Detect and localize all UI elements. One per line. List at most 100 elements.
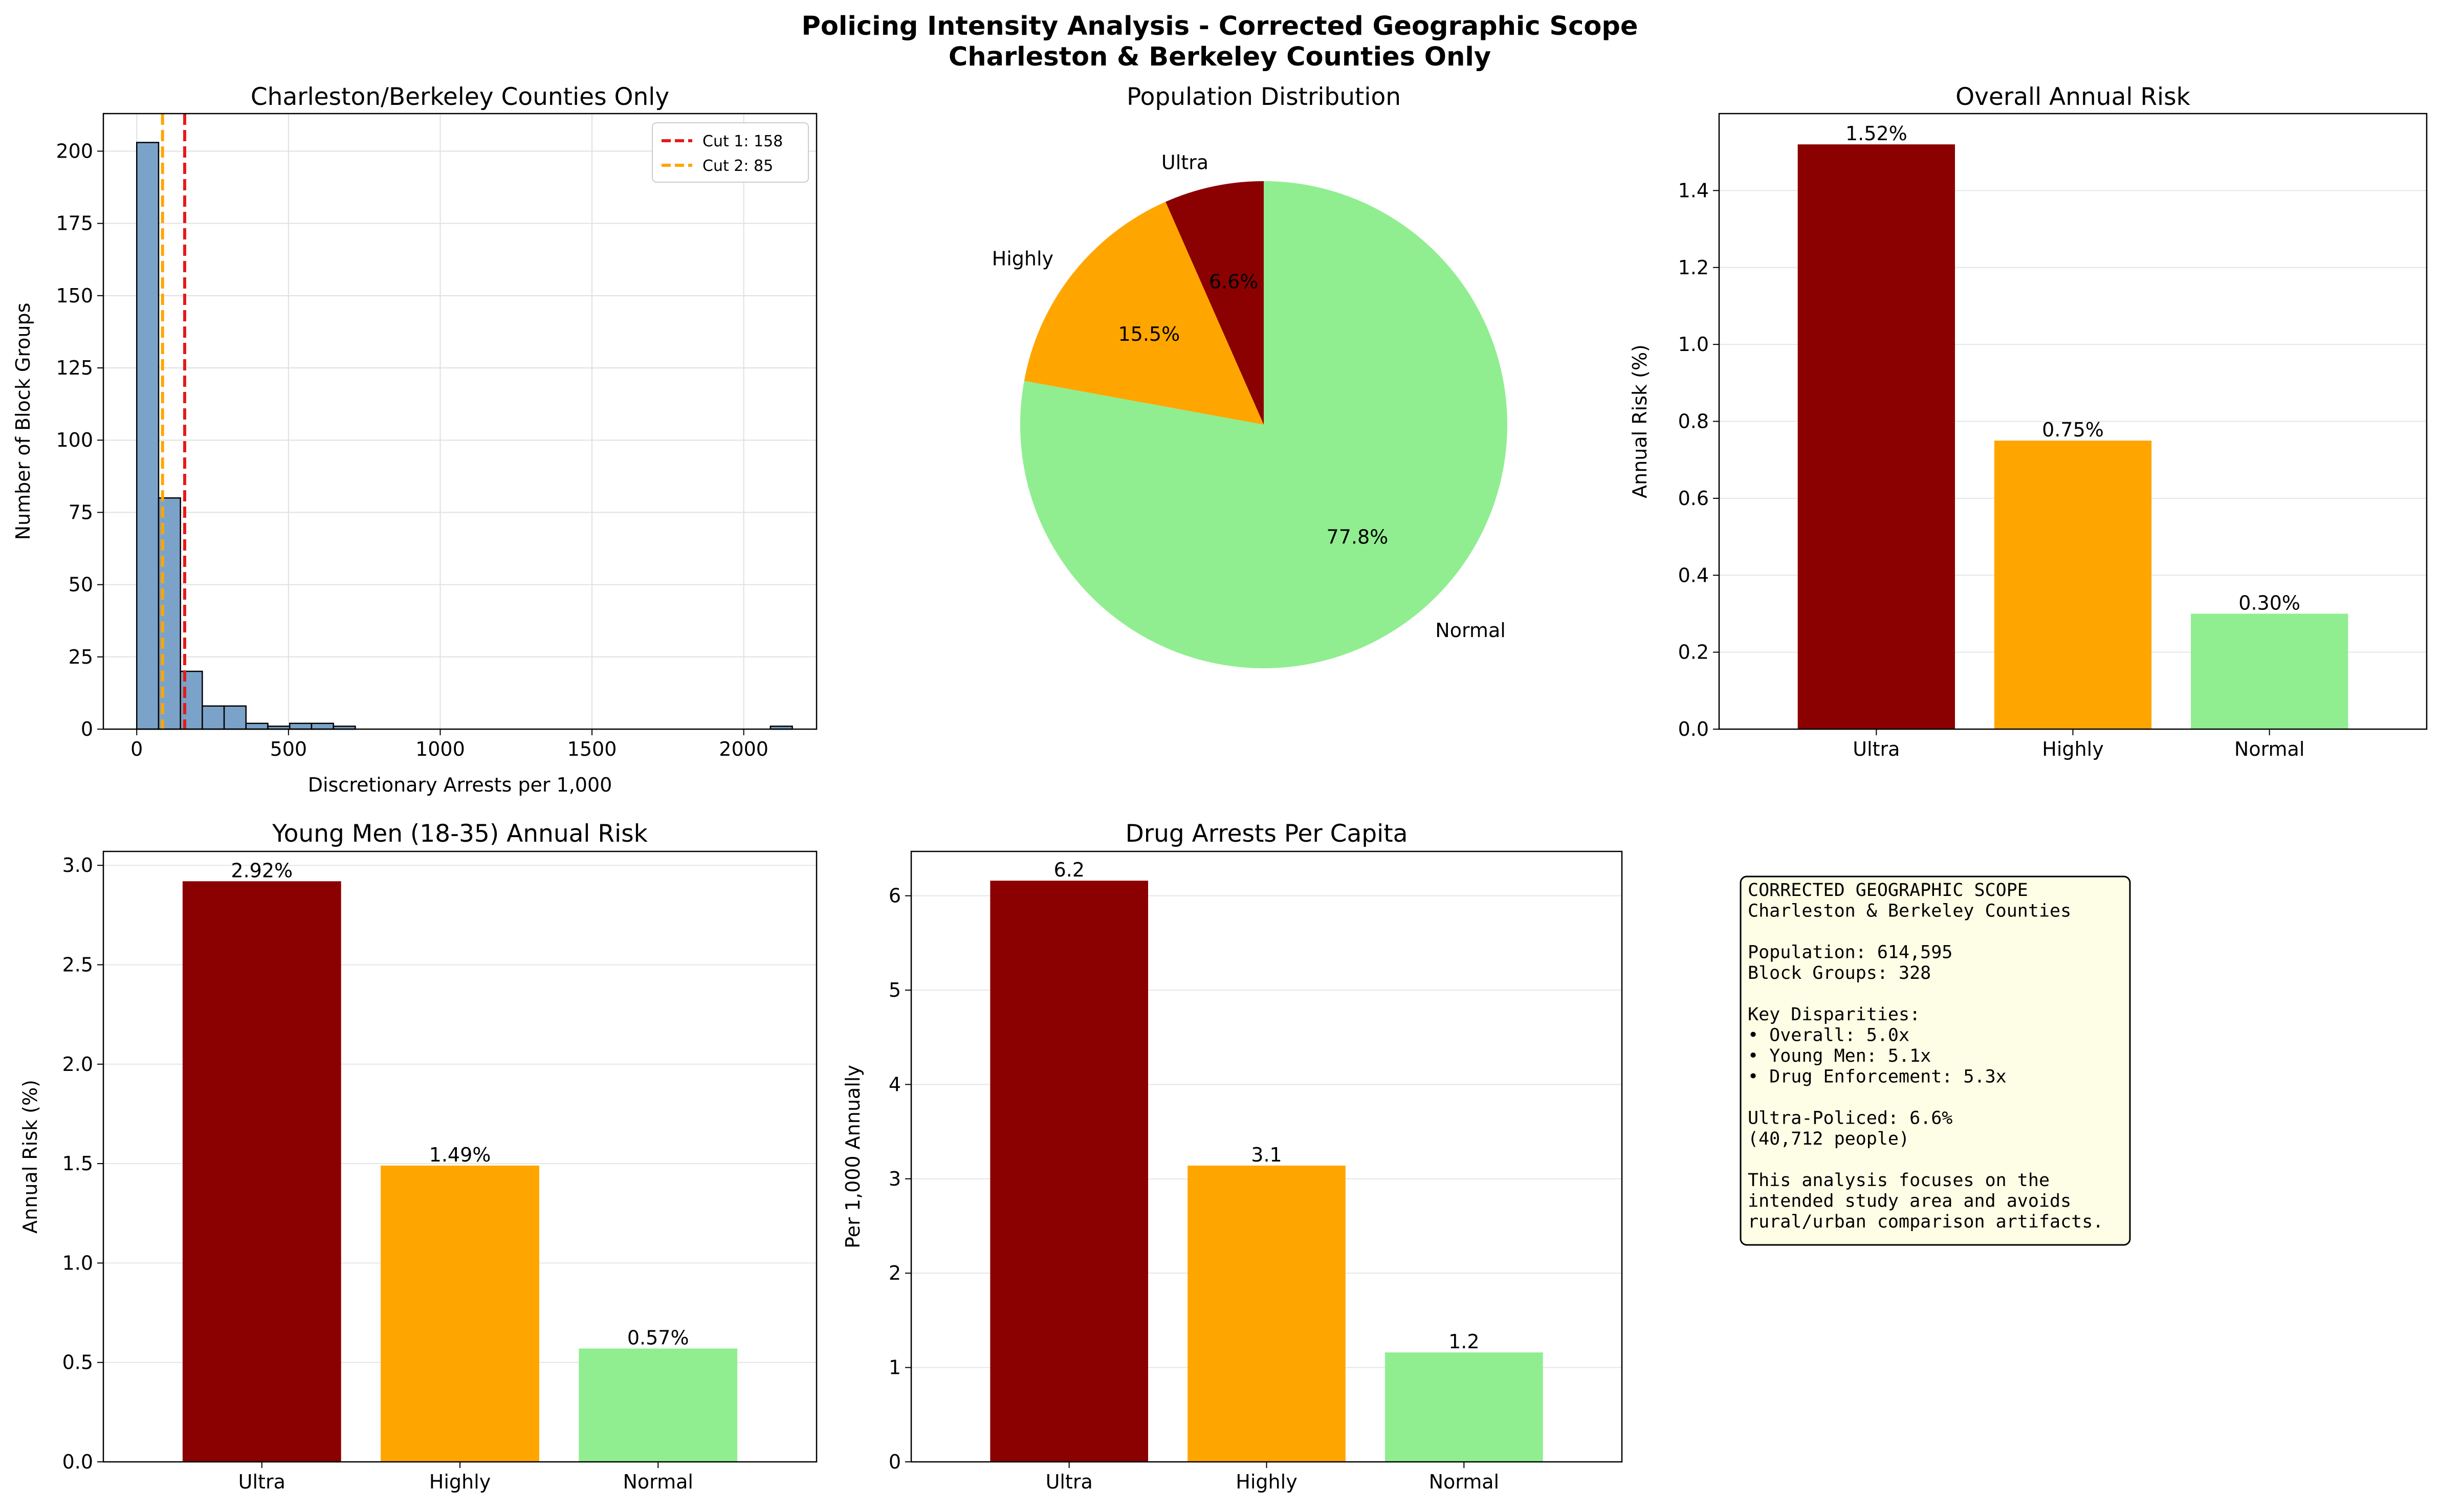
pie-panel: 6.6% Ultra 15.5% Highly 77.8% Normal Populatio… xyxy=(992,83,1507,669)
drug-bar-value-label: 3.1 xyxy=(1251,1144,1282,1166)
drug-bar xyxy=(1385,1352,1543,1462)
hist-y-axis-label: Number of Block Groups xyxy=(12,303,34,540)
pie-slice-label: Normal xyxy=(1435,619,1506,642)
hist-y-tick-label: 175 xyxy=(56,212,93,235)
drug-y-tick-label: 4 xyxy=(889,1073,901,1095)
summary-box-line: Ultra-Policed: 6.6% xyxy=(1748,1108,1952,1129)
drug-y-tick-label: 6 xyxy=(889,885,901,907)
hist-legend-box xyxy=(652,122,809,183)
overall-title: Overall Annual Risk xyxy=(1955,83,2190,111)
drug-arrests-panel: 0 1 2 3 4 5 6 6.2 Ultra 3.1 Highly 1.2 Normal Drug Ar… xyxy=(842,820,1623,1493)
summary-box-line: • Overall: 5.0x xyxy=(1748,1025,1909,1046)
young-bar xyxy=(381,1165,539,1462)
young-x-tick-label: Ultra xyxy=(238,1471,285,1493)
hist-y-tick-label: 50 xyxy=(69,574,93,596)
summary-box-line: rural/urban comparison artifacts. xyxy=(1748,1212,2103,1232)
summary-box-line: This analysis focuses on the xyxy=(1748,1170,2050,1191)
overall-bar xyxy=(1797,144,1955,729)
pie-slice xyxy=(1166,181,1264,425)
overall-y-tick-label: 0.0 xyxy=(1678,718,1709,740)
drug-x-tick-label: Normal xyxy=(1429,1471,1500,1493)
overall-bar-value-label: 0.75% xyxy=(2042,419,2104,441)
pie-slice-label: Highly xyxy=(992,248,1053,270)
figure-suptitle-line-2: Charleston & Berkeley Counties Only xyxy=(949,42,1491,72)
pie-title: Population Distribution xyxy=(1127,83,1401,111)
drug-y-tick-label: 2 xyxy=(889,1262,901,1284)
hist-y-tick-label: 75 xyxy=(69,501,93,523)
drug-title: Drug Arrests Per Capita xyxy=(1126,820,1408,848)
drug-bar-value-label: 6.2 xyxy=(1053,859,1084,881)
overall-x-tick-label: Normal xyxy=(2234,738,2305,760)
hist-legend-label: Cut 2: 85 xyxy=(702,157,773,175)
hist-bin-bar xyxy=(136,142,160,730)
overall-y-tick-label: 0.6 xyxy=(1678,487,1709,510)
drug-bar xyxy=(1188,1166,1346,1462)
summary-box-line: • Drug Enforcement: 5.3x xyxy=(1748,1067,2007,1087)
drug-bar xyxy=(990,881,1148,1462)
young-y-tick-label: 1.0 xyxy=(62,1252,93,1274)
hist-legend-label: Cut 1: 158 xyxy=(702,133,783,150)
summary-box-line: Block Groups: 328 xyxy=(1748,963,1931,983)
summary-box xyxy=(1740,875,2131,1246)
summary-box-line: Key Disparities: xyxy=(1748,1004,1920,1025)
young-axes-frame xyxy=(102,850,818,1463)
young-y-tick-label: 2.5 xyxy=(62,954,93,976)
overall-bar xyxy=(1994,441,2152,729)
hist-x-tick-label: 0 xyxy=(130,738,143,760)
hist-y-tick-label: 25 xyxy=(69,646,93,668)
drug-axes-frame xyxy=(910,850,1623,1463)
young-x-tick-label: Normal xyxy=(623,1471,693,1493)
overall-y-tick-label: 0.2 xyxy=(1678,641,1709,664)
drug-bar-value-label: 1.2 xyxy=(1448,1330,1479,1353)
overall-axes-frame xyxy=(1718,113,2428,730)
young-y-tick-label: 2.0 xyxy=(62,1053,93,1076)
hist-x-tick-label: 1500 xyxy=(567,738,617,760)
hist-y-tick-label: 125 xyxy=(56,357,93,379)
overall-risk-panel: 0.0 0.2 0.4 0.6 0.8 1.0 1.2 1.4 1.52% Ultra 0.75% H… xyxy=(1629,83,2428,760)
young-bar-value-label: 1.49% xyxy=(429,1144,491,1166)
hist-bin-bar xyxy=(289,722,313,730)
hist-y-tick-label: 100 xyxy=(56,429,93,451)
hist-bin-bar xyxy=(223,705,247,730)
overall-y-tick-label: 1.0 xyxy=(1678,333,1709,356)
young-bar-value-label: 0.57% xyxy=(627,1326,689,1349)
overall-x-tick-label: Highly xyxy=(2042,738,2103,760)
overall-y-tick-label: 1.2 xyxy=(1678,256,1709,279)
histogram-panel: 0 500 1000 1500 2000 0 25 50 75 100 125 150 175 200 Ch… xyxy=(12,83,818,796)
figure-suptitle-line-1: Policing Intensity Analysis - Corrected … xyxy=(802,11,1638,41)
overall-y-tick-label: 0.4 xyxy=(1678,564,1709,586)
drug-x-tick-label: Ultra xyxy=(1046,1471,1093,1493)
hist-title: Charleston/Berkeley Counties Only xyxy=(251,83,669,111)
young-y-tick-label: 3.0 xyxy=(62,854,93,876)
young-bar-value-label: 2.92% xyxy=(231,859,293,882)
overall-bar-value-label: 1.52% xyxy=(1845,122,1907,145)
summary-box-line: Population: 614,595 xyxy=(1748,943,1952,963)
young-title: Young Men (18-35) Annual Risk xyxy=(272,820,648,848)
young-y-tick-label: 0.0 xyxy=(62,1451,93,1473)
overall-x-tick-label: Ultra xyxy=(1853,738,1900,760)
hist-x-tick-label: 2000 xyxy=(719,738,768,760)
drug-y-tick-label: 0 xyxy=(889,1451,901,1473)
drug-y-tick-label: 5 xyxy=(889,979,901,1001)
pie-percent-label: 6.6% xyxy=(1209,271,1259,293)
young-men-risk-panel: 0.0 0.5 1.0 1.5 2.0 2.5 3.0 2.92% Ultra 1.49% High… xyxy=(19,820,818,1493)
pie-slice-label: Ultra xyxy=(1161,151,1208,174)
summary-box-line: CORRECTED GEOGRAPHIC SCOPE xyxy=(1748,880,2028,901)
young-x-tick-label: Highly xyxy=(429,1471,491,1493)
hist-bin-bar xyxy=(245,722,269,730)
hist-y-tick-label: 150 xyxy=(56,284,93,307)
overall-y-tick-label: 1.4 xyxy=(1678,179,1709,202)
young-bar xyxy=(182,881,341,1462)
hist-x-tick-label: 1000 xyxy=(415,738,465,760)
overall-bar xyxy=(2191,613,2348,729)
pie-slice xyxy=(1020,181,1507,669)
overall-y-tick-label: 0.8 xyxy=(1678,410,1709,433)
young-y-tick-label: 1.5 xyxy=(62,1152,93,1175)
young-y-tick-label: 0.5 xyxy=(62,1351,93,1374)
hist-x-tick-label: 500 xyxy=(270,738,307,760)
drug-x-tick-label: Highly xyxy=(1236,1471,1297,1493)
hist-axes-frame xyxy=(102,113,818,730)
drug-y-axis-label: Per 1,000 Annually xyxy=(842,1065,864,1248)
